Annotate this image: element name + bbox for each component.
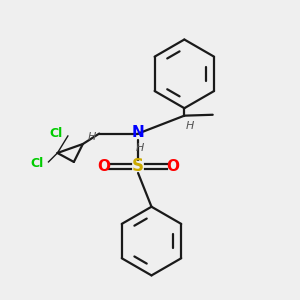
Text: N: N [132,124,144,140]
Text: Cl: Cl [30,157,43,170]
Text: Cl: Cl [49,127,63,140]
Text: H: H [186,121,194,131]
Text: O: O [166,159,179,174]
Text: S: S [132,158,144,175]
Text: H: H [135,143,144,153]
Text: H: H [88,132,96,142]
Text: O: O [97,159,110,174]
